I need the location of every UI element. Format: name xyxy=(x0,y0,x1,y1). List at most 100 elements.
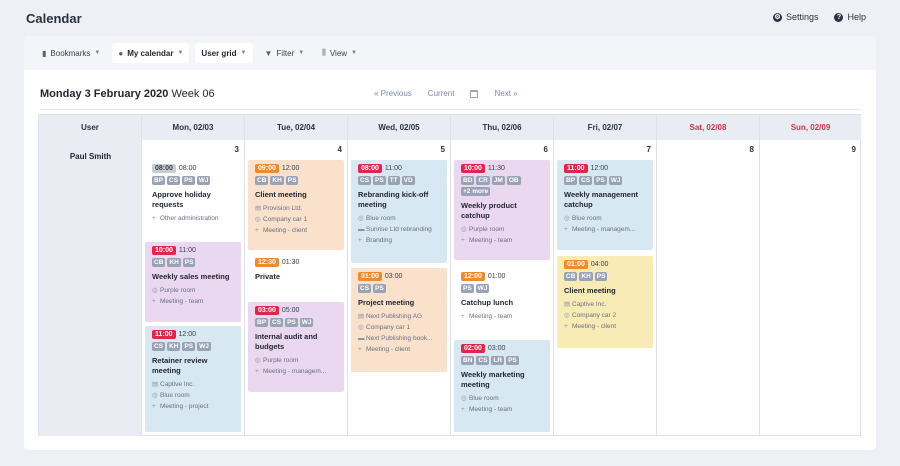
day-number: 9 xyxy=(851,145,856,154)
end-time: 12:00 xyxy=(590,165,609,172)
start-time-badge: 11:00 xyxy=(564,164,588,173)
day-header[interactable]: Thu, 02/06 xyxy=(451,115,554,140)
attendee-tag: KH xyxy=(167,342,181,351)
event-card[interactable]: 12:30 01:30 Private xyxy=(248,254,344,298)
event-card[interactable]: 10:00 11:00 CB KH PS Weekly sales meeting ◎… xyxy=(145,242,241,322)
event-title: Weekly product catchup xyxy=(461,201,517,220)
toolbar: ▮ Bookmarks ▼ ● My calendar ▼ User grid … xyxy=(24,36,876,70)
day-header[interactable]: Mon, 02/03 xyxy=(142,115,245,140)
attendee-tag: VD xyxy=(401,176,415,185)
attendee-tag: JM xyxy=(491,176,505,185)
view-menu[interactable]: ⫼ View ▼ xyxy=(316,43,363,63)
divider xyxy=(40,109,860,110)
event-detail: + Meeting - client xyxy=(564,323,617,330)
event-card[interactable]: 01:00 04:00 CB KH PS Client meeting ▤ Captiv… xyxy=(557,256,653,348)
day-header[interactable]: Fri, 02/07 xyxy=(554,115,657,140)
category-icon: + xyxy=(255,368,259,375)
event-detail: ◎ Company car 1 xyxy=(255,216,308,223)
day-header-weekend[interactable]: Sun, 02/09 xyxy=(760,115,861,140)
category-icon: + xyxy=(461,313,465,320)
bookmarks-label: Bookmarks xyxy=(50,48,91,58)
user-name[interactable]: Paul Smith xyxy=(69,152,112,161)
my-calendar-menu[interactable]: ● My calendar ▼ xyxy=(112,43,190,63)
attendee-tag: PS xyxy=(594,272,608,281)
attendee-tag: PS xyxy=(594,176,607,185)
event-card[interactable]: 12:00 01:00 PS WJ Catchup lunch + Meeting -… xyxy=(454,268,550,334)
event-card[interactable]: 10:00 11:30 BD CR JM OB +2 more Weekly produc… xyxy=(454,160,550,260)
event-card[interactable]: 03:00 05:00 BP CS PS WJ Internal audit and b… xyxy=(248,302,344,392)
day-cell[interactable]: 9 xyxy=(760,140,861,436)
settings-button[interactable]: ⚙ Settings xyxy=(772,12,819,22)
folder-icon: ▬ xyxy=(358,335,365,342)
event-detail: + Meeting - team xyxy=(152,298,204,305)
car-icon: ◎ xyxy=(255,216,261,223)
day-number: 8 xyxy=(749,145,754,154)
day-header[interactable]: Wed, 02/05 xyxy=(348,115,451,140)
event-detail: + Meeting - project xyxy=(152,403,209,410)
day-cell[interactable]: 3 xyxy=(142,140,245,436)
day-cell[interactable]: 5 xyxy=(348,140,451,436)
user-grid: User Mon, 02/03 Tue, 02/04 Wed, 02/05 Th… xyxy=(38,114,861,436)
filter-menu[interactable]: ▼ Filter ▼ xyxy=(259,43,311,63)
user-icon: ● xyxy=(118,48,124,58)
attendee-tag: BP xyxy=(255,318,269,327)
more-attendees-tag[interactable]: +2 more xyxy=(461,187,491,196)
event-detail: ▤ Next Publishing AG xyxy=(358,313,423,320)
attendee-tag: PS xyxy=(285,176,299,185)
day-cell[interactable]: 4 xyxy=(245,140,348,436)
event-title: Approve holiday requests xyxy=(152,190,211,209)
day-number: 7 xyxy=(646,145,651,154)
day-number: 4 xyxy=(337,145,342,154)
attendee-tag: KH xyxy=(167,258,181,267)
event-detail: ▤ Captive Inc. xyxy=(564,301,607,308)
day-cell[interactable]: 8 xyxy=(657,140,760,436)
event-card[interactable]: 01:00 03:00 CS PS Project meeting ▤ Next Pu… xyxy=(351,268,447,372)
help-button[interactable]: ? Help xyxy=(834,12,866,22)
event-detail: ▤ Captive Inc. xyxy=(152,381,195,388)
event-card[interactable]: 11:00 12:00 BP CS PS WJ Weekly management ca… xyxy=(557,160,653,250)
event-detail: + Meeting - managem... xyxy=(255,368,327,375)
attendee-tag: WJ xyxy=(608,176,623,185)
room-icon: ◎ xyxy=(255,357,261,364)
chevron-down-icon: ▼ xyxy=(351,50,357,56)
event-detail: ◎ Company car 1 xyxy=(358,324,411,331)
day-cell[interactable]: 7 xyxy=(554,140,657,436)
attendee-tag: CS xyxy=(358,284,372,293)
category-icon: + xyxy=(564,226,568,233)
date-pager: « Previous Current Next » xyxy=(374,89,518,98)
gear-icon: ⚙ xyxy=(772,12,782,22)
event-card[interactable]: 11:00 12:00 CS KH PS WJ Retainer review meet… xyxy=(145,326,241,432)
day-header-weekend[interactable]: Sat, 02/08 xyxy=(657,115,760,140)
event-card[interactable]: 08:00 08:00 BP CS PS WJ Approve holiday requ… xyxy=(145,160,241,238)
attendee-tag: PS xyxy=(285,318,298,327)
date-heading: Monday 3 February 2020 Week 06 xyxy=(40,88,215,100)
event-card[interactable]: 09:00 12:00 CB KH PS Client meeting ▤ Provis… xyxy=(248,160,344,250)
attendee-tag: PS xyxy=(461,284,474,293)
start-time-badge: 02:00 xyxy=(461,344,485,353)
day-header[interactable]: Tue, 02/04 xyxy=(245,115,348,140)
end-time: 05:00 xyxy=(281,307,300,314)
attendee-tag: BP xyxy=(564,176,578,185)
next-button[interactable]: Next » xyxy=(494,89,518,98)
event-detail: + Meeting - client xyxy=(255,227,308,234)
event-detail: ◎ Blue room xyxy=(152,392,190,399)
event-detail: ◎ Purple room xyxy=(255,357,299,364)
user-column-header: User xyxy=(39,115,142,140)
current-button[interactable]: Current xyxy=(427,89,455,98)
end-time: 12:00 xyxy=(281,165,300,172)
event-card[interactable]: 08:00 11:00 CS PS TT VD Rebranding kick-off … xyxy=(351,160,447,263)
previous-button[interactable]: « Previous xyxy=(374,89,412,98)
car-icon: ◎ xyxy=(564,312,570,319)
bookmarks-menu[interactable]: ▮ Bookmarks ▼ xyxy=(36,43,106,63)
event-title: Retainer review meeting xyxy=(152,356,208,375)
day-cell[interactable]: 6 xyxy=(451,140,554,436)
event-card[interactable]: 02:00 03:00 BN CS LR PS Weekly marketing mee… xyxy=(454,340,550,432)
calendar-icon[interactable] xyxy=(470,89,479,98)
settings-label: Settings xyxy=(785,12,819,22)
room-icon: ◎ xyxy=(152,392,158,399)
start-time-badge: 11:00 xyxy=(152,330,176,339)
attendee-tag: PS xyxy=(182,258,196,267)
user-grid-menu[interactable]: User grid ▼ xyxy=(195,43,253,63)
attendee-tag: CS xyxy=(152,342,166,351)
event-detail: ◎ Blue room xyxy=(564,215,602,222)
